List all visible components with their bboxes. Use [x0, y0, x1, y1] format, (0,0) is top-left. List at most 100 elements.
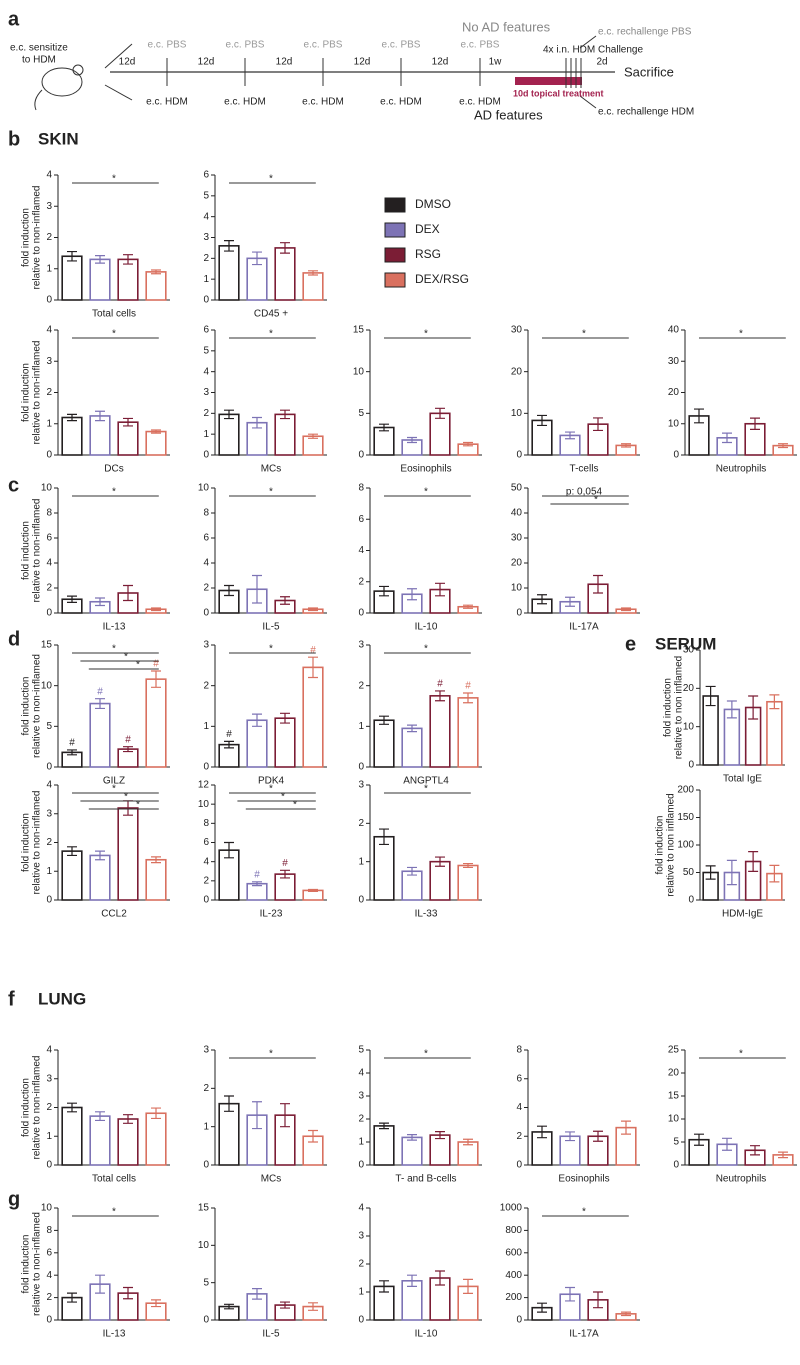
error-bar	[769, 864, 780, 883]
error-bar	[95, 410, 105, 422]
y-label: fold induction	[21, 813, 32, 872]
error-bar	[308, 433, 318, 439]
y-tick-label: 10	[41, 483, 53, 494]
error-bar	[565, 596, 575, 607]
error-bar	[463, 441, 473, 447]
mouse-ear	[72, 64, 84, 76]
error-bar	[67, 846, 77, 857]
y-tick-label: 0	[46, 608, 52, 619]
error-bar	[151, 269, 161, 275]
significance-label: *	[424, 644, 428, 655]
error-bar	[565, 431, 575, 440]
bar	[274, 247, 296, 301]
y-tick-label: 8	[358, 483, 364, 494]
error-bar	[435, 1131, 445, 1140]
y-tick-label: 6	[46, 1247, 52, 1258]
bar-chart: 0 50 100 150 200 HDM-IgE fold induction relativ…	[655, 785, 785, 920]
legend-label: RSG	[415, 247, 441, 261]
significance-label: *	[269, 487, 273, 498]
y-tick-label: 5	[358, 408, 364, 419]
significance-label: *	[424, 1049, 428, 1060]
error-bar	[123, 417, 133, 427]
y-label: fold induction	[21, 208, 32, 267]
y-label: fold induction	[21, 677, 32, 736]
error-bar	[435, 856, 445, 867]
error-bar	[726, 859, 737, 886]
y-tick-label: 3	[358, 780, 364, 791]
error-bar	[67, 595, 77, 603]
bar	[274, 413, 296, 456]
y-tick-label: 2	[358, 576, 364, 587]
error-bar	[280, 1103, 290, 1128]
bar	[218, 245, 240, 301]
y-tick-label: 4	[203, 856, 209, 867]
error-bar	[123, 746, 133, 753]
error-bar	[463, 862, 473, 869]
error-bar	[537, 594, 547, 605]
y-tick-label: 4	[358, 1068, 364, 1079]
timeline-text: e.c. rechallenge HDM	[598, 107, 694, 118]
y-tick-label: 15	[668, 1091, 680, 1102]
y-tick-label: 50	[511, 483, 523, 494]
y-tick-label: 6	[203, 533, 209, 544]
bar	[302, 272, 324, 301]
interval-label: 12d	[119, 57, 136, 68]
legend-swatch	[384, 222, 406, 238]
bar-mark: #	[125, 734, 131, 745]
interval-label: 12d	[354, 57, 371, 68]
bar	[218, 413, 240, 456]
y-tick-label: 30	[668, 356, 680, 367]
error-bar	[621, 1311, 631, 1317]
y-tick-label: 100	[677, 840, 694, 851]
bar	[89, 1115, 111, 1166]
x-label: PDK4	[258, 776, 285, 787]
bar-mark: #	[465, 681, 471, 692]
y-label: relative to non-inflamed	[32, 186, 43, 290]
legend-swatch	[384, 247, 406, 263]
bar-chart: 0 1 2 3 MCs *	[203, 1045, 327, 1185]
timeline-text: 10d topical treatment	[513, 88, 604, 98]
error-bar	[67, 250, 77, 262]
y-tick-label: 4	[46, 780, 52, 791]
bar	[89, 854, 111, 901]
bar	[246, 719, 268, 768]
error-bar	[252, 574, 262, 604]
hdm-label: e.c. HDM	[224, 97, 266, 108]
y-tick-label: 150	[677, 812, 694, 823]
y-label: relative to non inflamed	[674, 656, 685, 759]
y-tick-label: 0	[358, 895, 364, 906]
bar-chart: 0 2 4 6 8 IL-10 *	[358, 483, 482, 633]
error-bar	[705, 865, 716, 880]
y-tick-label: 20	[668, 1068, 680, 1079]
error-bar	[151, 607, 161, 612]
bar	[302, 666, 324, 768]
y-tick-label: 3	[46, 1073, 52, 1084]
timeline-text: 4x i.n. HDM Challenge	[543, 45, 643, 56]
bar	[218, 1102, 240, 1166]
y-tick-label: 5	[673, 1137, 679, 1148]
bar-chart: 0 10 20 30 40 50 IL-17A p: 0,054*	[511, 483, 640, 633]
error-bar	[463, 604, 473, 609]
hdm-label: e.c. HDM	[302, 97, 344, 108]
y-tick-label: 30	[511, 325, 523, 336]
error-bar	[407, 436, 417, 444]
bar-chart: 0 1 2 3 4 DCs fold induction relative to non-in…	[21, 325, 170, 475]
error-bar	[123, 584, 133, 602]
bar	[429, 1134, 451, 1166]
error-bar	[407, 1274, 417, 1287]
y-tick-label: 1	[46, 263, 52, 274]
bar-chart: 0 1 2 3 4 5 T- and B-cells *	[358, 1045, 482, 1185]
bar	[89, 415, 111, 456]
interval-label: 2d	[596, 57, 607, 68]
bar	[61, 416, 83, 456]
panel-letter: a	[8, 8, 20, 30]
y-tick-label: 4	[46, 325, 52, 336]
y-tick-label: 3	[46, 201, 52, 212]
y-tick-label: 20	[683, 683, 695, 694]
x-label: IL-10	[415, 1329, 438, 1340]
y-label: relative to non-inflamed	[32, 791, 43, 895]
y-tick-label: 0	[46, 295, 52, 306]
y-tick-label: 0	[516, 608, 522, 619]
y-tick-label: 0	[688, 760, 694, 771]
